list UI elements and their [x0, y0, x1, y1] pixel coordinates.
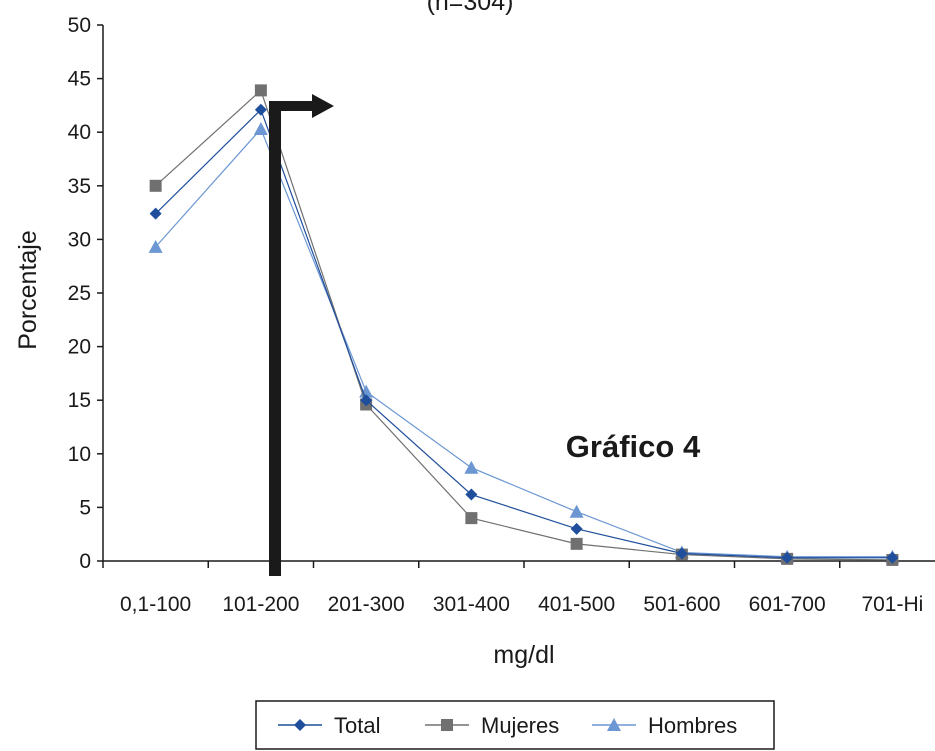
legend: Total Mujeres Hombres [255, 700, 775, 750]
series-line [155, 127, 893, 558]
x-tick-label: 501-600 [643, 593, 720, 616]
x-tick-label: 401-500 [538, 593, 615, 616]
legend-marker [607, 718, 621, 731]
series-hombres [148, 121, 900, 563]
series-line [155, 108, 893, 559]
series-layer [148, 84, 900, 566]
threshold-arrow [269, 94, 334, 576]
x-tick-label: 101-200 [222, 593, 299, 616]
data-point [253, 121, 268, 135]
data-point [465, 512, 478, 525]
y-tick-label: 45 [68, 68, 91, 91]
legend-item-total: Total [278, 713, 380, 738]
legend-item-hombres: Hombres [592, 713, 737, 738]
data-point [464, 460, 479, 474]
data-point [569, 504, 584, 518]
y-tick-label: 20 [68, 336, 91, 359]
x-tick-label: 701-Hi [861, 593, 923, 616]
legend-box [255, 700, 775, 750]
x-tick-label: 601-700 [749, 593, 826, 616]
y-axis-title: Porcentaje [14, 230, 42, 350]
data-point [570, 522, 583, 535]
chart-annotation: Gráfico 4 [566, 429, 701, 464]
x-tick-label: 0,1-100 [120, 593, 191, 616]
series-total [149, 103, 899, 564]
data-point [675, 547, 688, 560]
y-tick-label: 5 [79, 496, 91, 519]
y-tick-label: 35 [68, 175, 91, 198]
legend-marker [441, 719, 453, 731]
series-mujeres [149, 84, 899, 566]
chart-title-partial: (n=304) [427, 0, 514, 16]
y-tick-label: 15 [68, 389, 91, 412]
x-tick-label: 301-400 [433, 593, 510, 616]
legend-label: Total [334, 713, 380, 738]
data-point [360, 394, 373, 407]
data-point [781, 551, 794, 564]
legend-marker [294, 719, 306, 731]
legend-label: Mujeres [481, 713, 559, 738]
threshold-arrow-shaft [269, 101, 281, 576]
data-point [149, 179, 162, 192]
data-point [254, 84, 267, 97]
x-tick-label: 201-300 [328, 593, 405, 616]
data-point [465, 488, 478, 501]
threshold-arrow-bar [269, 101, 315, 111]
y-tick-label: 50 [68, 14, 91, 37]
x-axis-title: mg/dl [493, 641, 554, 669]
legend-label: Hombres [648, 713, 737, 738]
data-point [886, 551, 899, 564]
y-tick-label: 40 [68, 121, 91, 144]
data-point [149, 207, 162, 220]
data-point [570, 537, 583, 550]
y-tick-label: 25 [68, 282, 91, 305]
y-tick-label: 0 [79, 550, 91, 573]
threshold-arrow-head [312, 94, 334, 118]
legend-item-mujeres: Mujeres [425, 713, 559, 738]
x-axis: 0,1-100 101-200 201-300 301-400 401-500 501-6… [102, 560, 935, 616]
y-tick-label: 30 [68, 228, 91, 251]
data-point [148, 239, 163, 253]
data-point [254, 103, 267, 116]
y-tick-label: 10 [68, 443, 91, 466]
y-axis: 0 5 10 15 20 25 30 35 40 45 50 [68, 14, 104, 573]
